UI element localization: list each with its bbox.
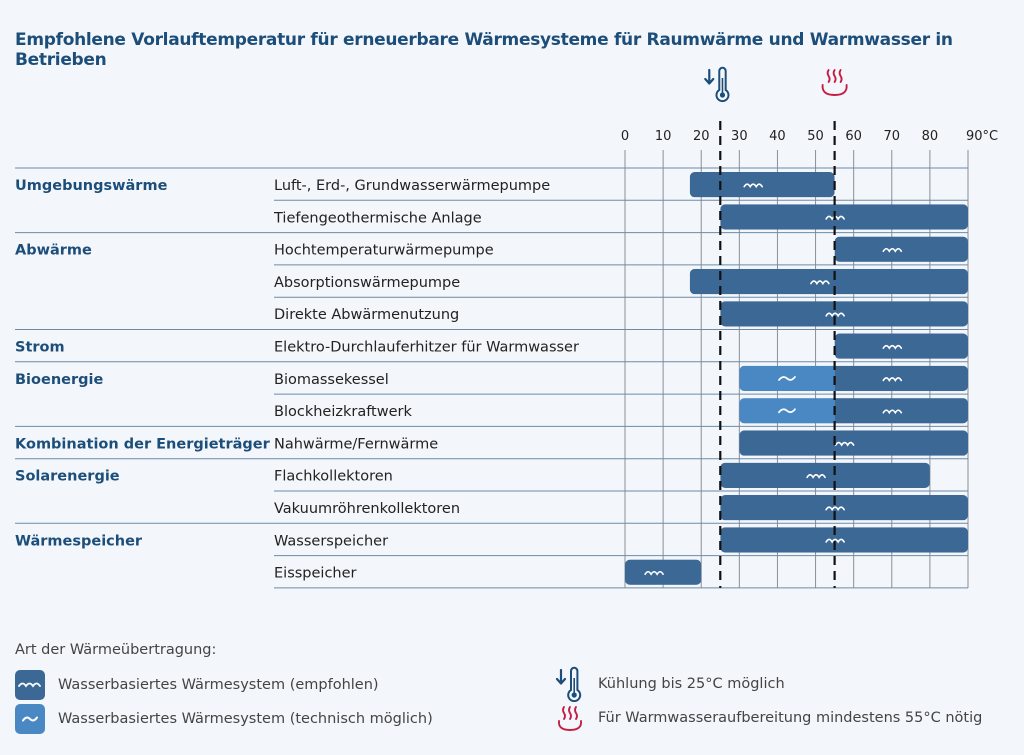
row-label: Vakuumröhrenkollektoren — [274, 501, 460, 517]
thermometer-cooling-icon — [555, 666, 585, 702]
x-tick-label: 60 — [845, 129, 862, 144]
bar-tiefengeothermische-anlage — [720, 204, 968, 230]
row-lines — [15, 167, 968, 589]
bar-segment-recommended — [739, 430, 968, 456]
wave-recommended-icon — [810, 280, 830, 286]
bar-blockheizkraftwerk — [739, 398, 968, 424]
bar-segment-recommended — [720, 527, 968, 553]
x-tick-label: 80 — [922, 129, 939, 144]
chart: Umgebungswärme Luft-, Erd-, Grundwasserwä… — [15, 66, 998, 589]
bar-segment-recommended — [834, 365, 968, 392]
wave-recommended-icon — [882, 247, 903, 253]
bar-segment-recommended — [689, 268, 968, 295]
x-axis-ticks: 0 10 20 30 40 50 60 70 80 90°C — [621, 129, 998, 144]
bar-segment-recommended — [720, 301, 968, 327]
bar-segment-recommended — [689, 172, 835, 198]
bar-segment-recommended — [834, 398, 968, 424]
category-label: Kombination der Energieträger — [15, 436, 271, 452]
legend-label-cooling: Kühlung bis 25°C möglich — [598, 676, 785, 692]
category-label: Bioenergie — [15, 372, 103, 388]
legend-title: Art der Wärmeübertragung: — [15, 642, 217, 658]
row-label: Direkte Abwärmenutzung — [274, 307, 459, 323]
bar-elektro-durchlauferhitzer-für-warmwasser — [834, 333, 968, 359]
bar-luft-erd-grundwasserwärmepumpe — [689, 172, 835, 198]
category-label: Wärmespeicher — [15, 533, 143, 549]
x-tick-label: 90°C — [966, 129, 998, 144]
bar-segment-recommended — [720, 462, 930, 488]
row-label: Hochtemperaturwärmepumpe — [274, 243, 494, 259]
x-tick-label: 30 — [731, 129, 748, 144]
chart-title: Empfohlene Vorlauftemperatur für erneuer… — [15, 30, 953, 70]
row-label: Biomassekessel — [274, 372, 389, 388]
row-label: Nahwärme/Fernwärme — [274, 436, 438, 452]
row-label: Tiefengeothermische Anlage — [273, 210, 482, 226]
wave-recommended-icon — [743, 183, 763, 189]
bar-segment-recommended — [625, 559, 702, 585]
bar-eisspeicher — [625, 559, 702, 585]
row-labels: Umgebungswärme Luft-, Erd-, Grundwasserwä… — [15, 178, 579, 582]
row-label: Blockheizkraftwerk — [274, 404, 412, 420]
bar-biomassekessel — [739, 365, 968, 392]
x-tick-label: 20 — [693, 129, 710, 144]
legend-item-recommended: Wasserbasiertes Wärmesystem (empfohlen) — [15, 670, 379, 700]
wave-possible-icon — [778, 376, 796, 381]
bar-vakuumröhrenkollektoren — [720, 495, 968, 521]
wave-recommended-icon — [825, 538, 845, 544]
wave-recommended-icon — [825, 506, 845, 512]
legend-item-cooling: Kühlung bis 25°C möglich — [555, 666, 785, 702]
row-label: Flachkollektoren — [274, 469, 393, 485]
hot-water-steam-icon — [821, 69, 848, 96]
row-label: Elektro-Durchlauferhitzer für Warmwasser — [274, 340, 579, 356]
legend-item-possible: Wasserbasiertes Wärmesystem (technisch m… — [15, 704, 433, 734]
category-label: Strom — [15, 340, 65, 356]
bar-direkte-abwärmenutzung — [720, 301, 968, 327]
wave-recommended-icon — [825, 312, 845, 318]
row-label: Luft-, Erd-, Grundwasserwärmepumpe — [274, 178, 550, 194]
legend-item-hotwater: Für Warmwasseraufbereitung mindestens 55… — [555, 702, 982, 734]
reference-icons — [704, 66, 848, 103]
bars — [625, 172, 968, 585]
legend-label-possible: Wasserbasiertes Wärmesystem (technisch m… — [58, 711, 433, 727]
category-label: Umgebungswärme — [15, 178, 168, 194]
x-tick-label: 50 — [807, 129, 824, 144]
legend-label-recommended: Wasserbasiertes Wärmesystem (empfohlen) — [58, 677, 379, 693]
row-label: Wasserspeicher — [274, 533, 388, 549]
reference-lines — [719, 121, 836, 588]
x-tick-label: 70 — [884, 129, 901, 144]
thermometer-cooling-icon — [704, 66, 730, 103]
legend-label-hotwater: Für Warmwasseraufbereitung mindestens 55… — [598, 710, 983, 726]
bar-absorptionswärmepumpe — [689, 268, 968, 295]
wave-recommended-icon — [882, 409, 903, 415]
category-label: Abwärme — [15, 243, 92, 259]
wave-recommended-icon — [882, 377, 903, 383]
wave-recommended-icon — [644, 570, 664, 576]
bar-segment-recommended — [834, 333, 968, 359]
bar-segment-recommended — [834, 236, 968, 262]
bar-hochtemperaturwärmepumpe — [834, 236, 968, 262]
bar-segment-recommended — [720, 495, 968, 521]
x-tick-label: 10 — [655, 129, 672, 144]
row-label: Eisspeicher — [274, 566, 357, 582]
bar-segment-recommended — [720, 204, 968, 230]
bar-flachkollektoren — [720, 462, 930, 488]
hot-water-steam-icon — [555, 702, 585, 734]
wave-recommended-icon — [834, 441, 855, 447]
wave-recommended-icon — [806, 474, 826, 479]
x-tick-label: 40 — [769, 129, 786, 144]
wave-recommended-icon — [15, 670, 45, 700]
wave-possible-icon — [15, 704, 45, 734]
wave-possible-icon — [778, 408, 796, 414]
bar-nahwärme-fernwärme — [739, 430, 968, 456]
category-label: Solarenergie — [15, 469, 120, 485]
row-label: Absorptionswärmepumpe — [274, 275, 460, 291]
x-tick-label: 0 — [621, 129, 629, 144]
wave-recommended-icon — [882, 344, 903, 350]
bar-wasserspeicher — [720, 527, 968, 553]
